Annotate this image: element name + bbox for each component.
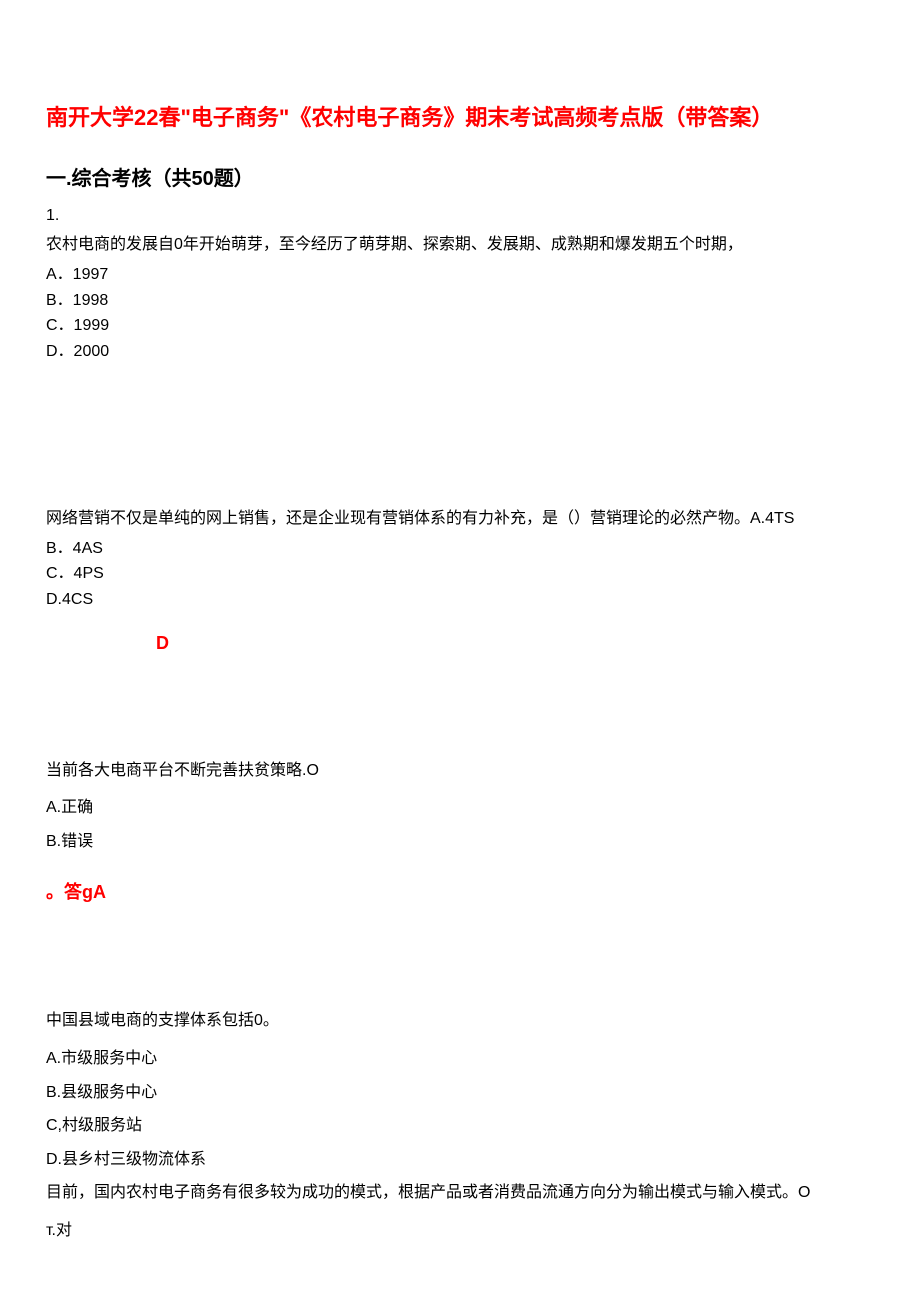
q2-option-c: C．4PS: [46, 561, 874, 587]
document-title: 南开大学22春"电子商务"《农村电子商务》期末考试高频考点版（带答案）: [46, 100, 874, 132]
q5-option-t: т.对: [46, 1214, 874, 1248]
q4-option-c: C,村级服务站: [46, 1109, 874, 1143]
q3-option-a: A.正确: [46, 791, 874, 825]
q2-answer: D: [156, 633, 874, 654]
q1-option-d: D．2000: [46, 339, 874, 365]
q2-text: 网络营销不仅是单纯的网上销售，还是企业现有营销体系的有力补充，是（）营销理论的必…: [46, 505, 874, 532]
q4-option-b: B.县级服务中心: [46, 1076, 874, 1110]
q1-text: 农村电商的发展自0年开始萌芽，至今经历了萌芽期、探索期、发展期、成熟期和爆发期五…: [46, 231, 874, 258]
q4-text: 中国县域电商的支撑体系包括0。: [46, 1004, 874, 1038]
q1-option-a: A．1997: [46, 262, 874, 288]
q1-option-c: C．1999: [46, 313, 874, 339]
q5-text: 目前，国内农村电子商务有很多较为成功的模式，根据产品或者消费品流通方向分为输出模…: [46, 1176, 874, 1210]
q4-option-d: D.县乡村三级物流体系: [46, 1143, 874, 1177]
q1-number: 1.: [46, 207, 874, 225]
q3-option-b: B.错误: [46, 825, 874, 859]
q2-option-d: D.4CS: [46, 587, 874, 613]
q4-option-a: A.市级服务中心: [46, 1042, 874, 1076]
q3-answer: 。答gA: [46, 878, 874, 904]
q1-option-b: B．1998: [46, 288, 874, 314]
section-header: 一.综合考核（共50题）: [46, 162, 874, 191]
q2-option-b: B．4AS: [46, 536, 874, 562]
q3-text: 当前各大电商平台不断完善扶贫策略.O: [46, 754, 874, 788]
